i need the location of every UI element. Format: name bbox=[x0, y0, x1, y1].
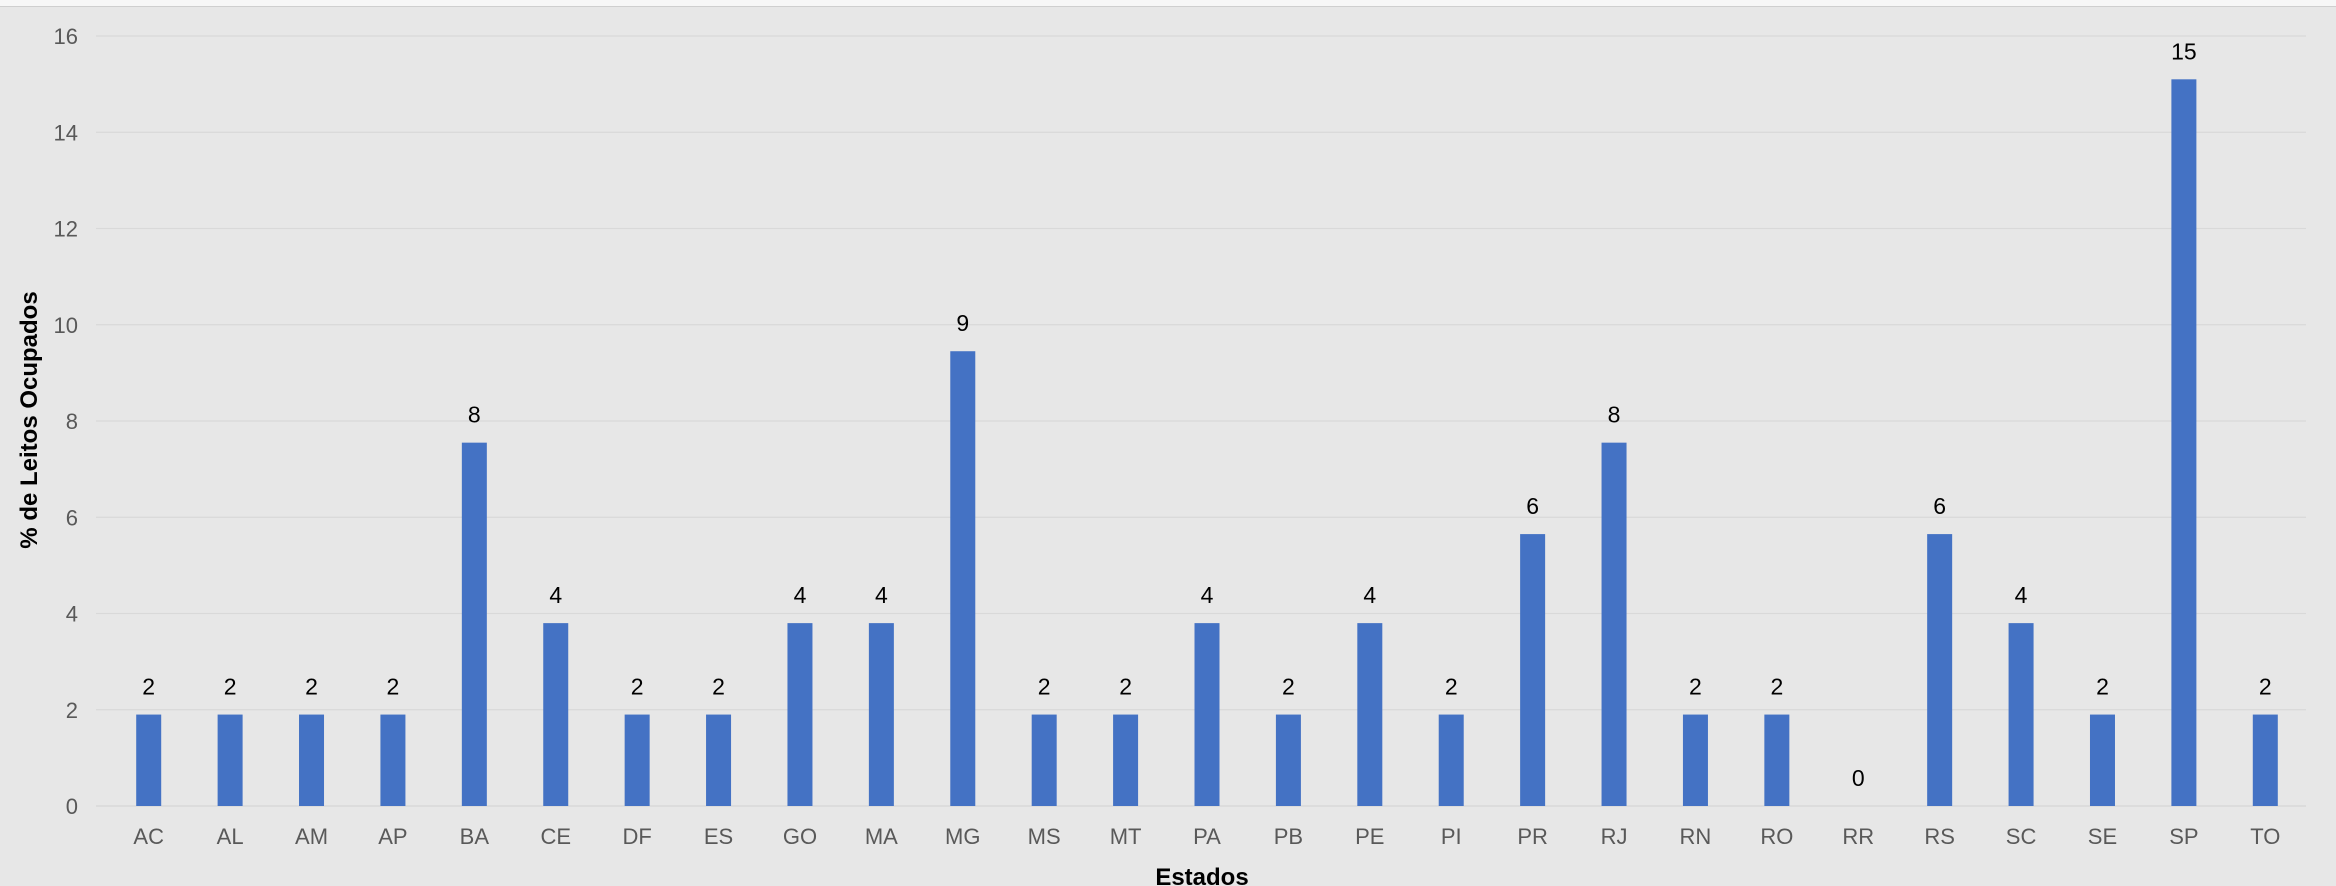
y-tick-label: 16 bbox=[54, 24, 78, 49]
data-label-al: 2 bbox=[224, 674, 237, 700]
y-tick-label: 8 bbox=[66, 409, 78, 434]
x-tick-label-al: AL bbox=[217, 824, 244, 849]
data-label-sp: 15 bbox=[2171, 38, 2197, 64]
x-tick-label-df: DF bbox=[622, 824, 651, 849]
data-label-pr: 6 bbox=[1526, 493, 1539, 519]
data-label-go: 4 bbox=[794, 582, 807, 608]
bar-sc bbox=[2008, 623, 2034, 806]
x-tick-label-rr: RR bbox=[1842, 824, 1874, 849]
x-tick-label-ap: AP bbox=[378, 824, 407, 849]
y-tick-label: 6 bbox=[66, 505, 78, 530]
data-label-sc: 4 bbox=[2015, 582, 2028, 608]
y-tick-label: 14 bbox=[54, 120, 78, 145]
x-tick-label-go: GO bbox=[783, 824, 817, 849]
data-label-ba: 8 bbox=[468, 402, 481, 428]
x-tick-label-pa: PA bbox=[1193, 824, 1221, 849]
data-label-mt: 2 bbox=[1119, 674, 1132, 700]
y-tick-label: 10 bbox=[54, 313, 78, 338]
data-label-ro: 2 bbox=[1770, 674, 1783, 700]
bar-ro bbox=[1764, 714, 1790, 806]
bar-ms bbox=[1031, 714, 1057, 806]
x-tick-label-se: SE bbox=[2088, 824, 2117, 849]
x-tick-label-ro: RO bbox=[1760, 824, 1793, 849]
x-tick-label-ms: MS bbox=[1028, 824, 1061, 849]
bar-ap bbox=[380, 714, 406, 806]
x-tick-label-rn: RN bbox=[1680, 824, 1712, 849]
data-label-ce: 4 bbox=[549, 582, 562, 608]
bar-rj bbox=[1601, 442, 1627, 806]
y-tick-label: 0 bbox=[66, 794, 78, 819]
data-label-mg: 9 bbox=[956, 310, 969, 336]
data-label-pe: 4 bbox=[1363, 582, 1376, 608]
data-label-rn: 2 bbox=[1689, 674, 1702, 700]
bar-ba bbox=[461, 442, 487, 806]
bar-df bbox=[624, 714, 650, 806]
data-label-pb: 2 bbox=[1282, 674, 1295, 700]
bar-ce bbox=[543, 623, 569, 806]
chart-top-border bbox=[0, 0, 2336, 7]
bar-ma bbox=[868, 623, 894, 806]
bar-go bbox=[787, 623, 813, 806]
bar-rs bbox=[1927, 534, 1953, 806]
bar-pe bbox=[1357, 623, 1383, 806]
x-tick-label-to: TO bbox=[2250, 824, 2280, 849]
y-axis-title: % de Leitos Ocupados bbox=[16, 291, 43, 548]
data-label-es: 2 bbox=[712, 674, 725, 700]
bar-pi bbox=[1438, 714, 1464, 806]
y-tick-label: 4 bbox=[66, 602, 78, 627]
bar-pb bbox=[1275, 714, 1301, 806]
data-label-pa: 4 bbox=[1201, 582, 1214, 608]
x-tick-label-es: ES bbox=[704, 824, 733, 849]
data-label-rs: 6 bbox=[1933, 493, 1946, 519]
data-labels: 2 2 2 2 8 4 2 2 4 4 9 2 2 4 2 4 2 6 8 2 2 0 6 4 2 15 2 bbox=[142, 38, 2271, 791]
bar-to bbox=[2252, 714, 2278, 806]
x-tick-label-ma: MA bbox=[865, 824, 898, 849]
data-label-ms: 2 bbox=[1038, 674, 1051, 700]
x-tick-label-pb: PB bbox=[1274, 824, 1303, 849]
bar-ac bbox=[136, 714, 162, 806]
bar-se bbox=[2089, 714, 2115, 806]
data-label-ap: 2 bbox=[387, 674, 400, 700]
x-tick-label-pr: PR bbox=[1517, 824, 1548, 849]
x-tick-label-mt: MT bbox=[1110, 824, 1142, 849]
x-tick-label-rs: RS bbox=[1924, 824, 1955, 849]
data-label-rr: 0 bbox=[1852, 765, 1865, 791]
bar-pr bbox=[1520, 534, 1546, 806]
y-axis-ticks: 0 2 4 6 8 10 12 14 16 bbox=[54, 24, 78, 819]
x-axis-ticks: AC AL AM AP BA CE DF ES GO MA MG MS MT PA PB PE PI PR RJ RN… bbox=[133, 824, 2280, 849]
x-tick-label-sc: SC bbox=[2006, 824, 2037, 849]
x-tick-label-sp: SP bbox=[2169, 824, 2198, 849]
bar-mg bbox=[950, 351, 976, 806]
data-label-ma: 4 bbox=[875, 582, 888, 608]
bar-es bbox=[706, 714, 732, 806]
bars bbox=[136, 79, 2278, 806]
data-label-rj: 8 bbox=[1608, 402, 1621, 428]
x-tick-label-ac: AC bbox=[133, 824, 164, 849]
y-tick-label: 2 bbox=[66, 698, 78, 723]
x-tick-label-mg: MG bbox=[945, 824, 980, 849]
x-tick-label-ce: CE bbox=[540, 824, 571, 849]
bar-rn bbox=[1682, 714, 1708, 806]
data-label-se: 2 bbox=[2096, 674, 2109, 700]
x-axis-title: Estados bbox=[1155, 864, 1248, 886]
bar-pa bbox=[1194, 623, 1220, 806]
y-tick-label: 12 bbox=[54, 217, 78, 242]
bar-am bbox=[299, 714, 325, 806]
x-tick-label-am: AM bbox=[295, 824, 328, 849]
x-tick-label-pi: PI bbox=[1441, 824, 1462, 849]
data-label-df: 2 bbox=[631, 674, 644, 700]
x-tick-label-pe: PE bbox=[1355, 824, 1384, 849]
bar-sp bbox=[2171, 79, 2197, 806]
bar-mt bbox=[1113, 714, 1139, 806]
data-label-ac: 2 bbox=[142, 674, 155, 700]
data-label-to: 2 bbox=[2259, 674, 2272, 700]
data-label-pi: 2 bbox=[1445, 674, 1458, 700]
data-label-am: 2 bbox=[305, 674, 318, 700]
bar-al bbox=[217, 714, 243, 806]
x-tick-label-ba: BA bbox=[460, 824, 490, 849]
x-tick-label-rj: RJ bbox=[1601, 824, 1628, 849]
